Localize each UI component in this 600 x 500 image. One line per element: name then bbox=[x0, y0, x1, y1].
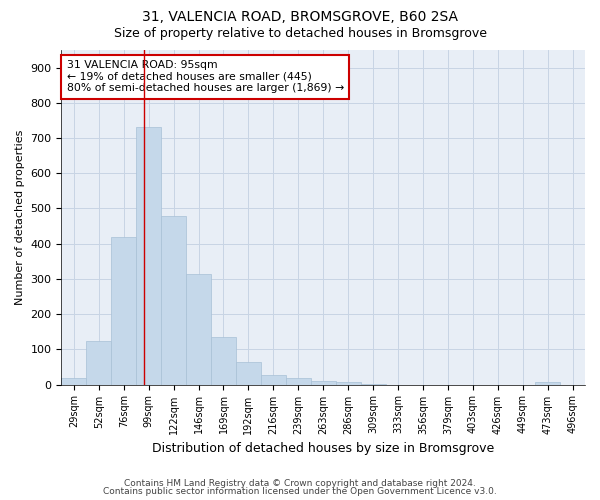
Bar bbox=[236, 362, 261, 384]
Text: 31, VALENCIA ROAD, BROMSGROVE, B60 2SA: 31, VALENCIA ROAD, BROMSGROVE, B60 2SA bbox=[142, 10, 458, 24]
Bar bbox=[211, 337, 236, 384]
Bar bbox=[111, 236, 136, 384]
Bar bbox=[261, 375, 286, 384]
X-axis label: Distribution of detached houses by size in Bromsgrove: Distribution of detached houses by size … bbox=[152, 442, 494, 455]
Text: Contains public sector information licensed under the Open Government Licence v3: Contains public sector information licen… bbox=[103, 487, 497, 496]
Text: Contains HM Land Registry data © Crown copyright and database right 2024.: Contains HM Land Registry data © Crown c… bbox=[124, 478, 476, 488]
Bar bbox=[136, 128, 161, 384]
Bar bbox=[286, 378, 311, 384]
Text: 31 VALENCIA ROAD: 95sqm
← 19% of detached houses are smaller (445)
80% of semi-d: 31 VALENCIA ROAD: 95sqm ← 19% of detache… bbox=[67, 60, 344, 93]
Bar bbox=[186, 274, 211, 384]
Text: Size of property relative to detached houses in Bromsgrove: Size of property relative to detached ho… bbox=[113, 28, 487, 40]
Bar bbox=[335, 382, 361, 384]
Bar bbox=[61, 378, 86, 384]
Y-axis label: Number of detached properties: Number of detached properties bbox=[15, 130, 25, 305]
Bar bbox=[86, 340, 111, 384]
Bar bbox=[311, 381, 335, 384]
Bar bbox=[535, 382, 560, 384]
Bar bbox=[161, 216, 186, 384]
